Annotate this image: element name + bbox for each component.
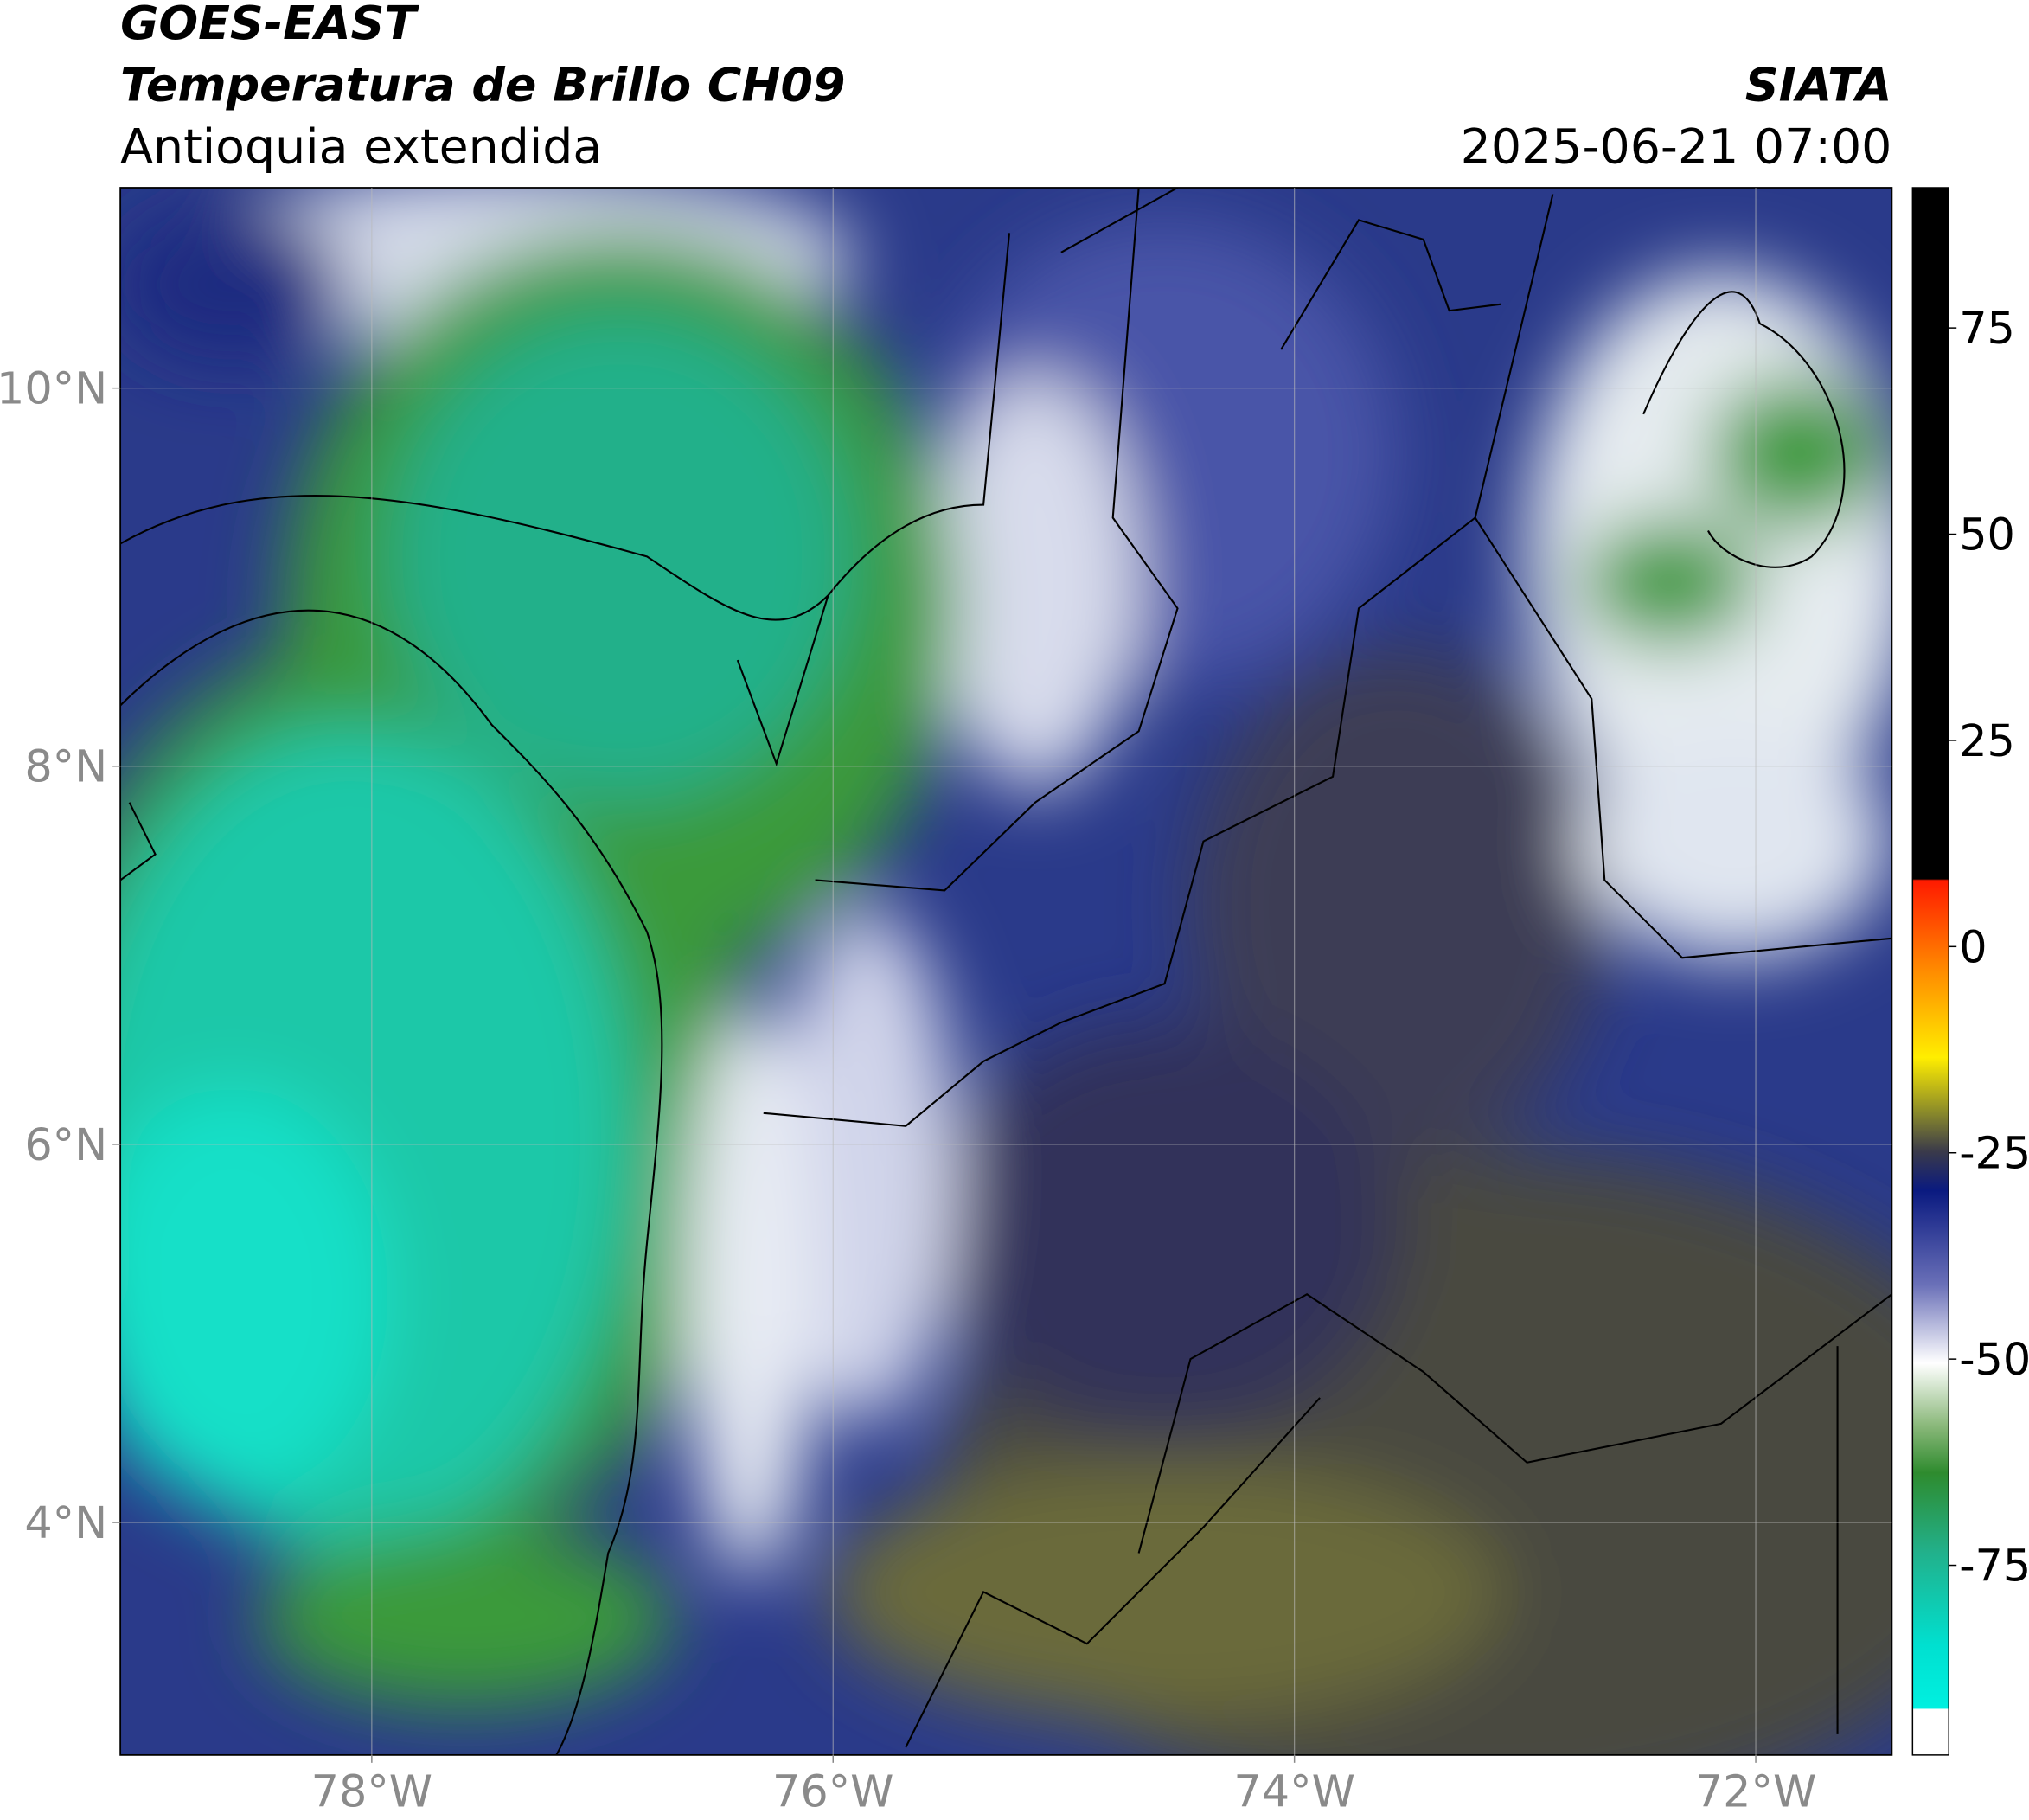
colorbar (1911, 187, 1949, 1756)
subtitle: Temperatura de Brillo CH09 (120, 58, 845, 112)
y-tick-label: 10°N (0, 363, 107, 414)
source: SIATA (1745, 58, 1892, 112)
y-tick-label: 8°N (24, 741, 107, 792)
region: Antioquia extendida (120, 120, 602, 176)
borders (120, 188, 1892, 1755)
colorbar-tick-label: 75 (1959, 303, 2015, 354)
title: GOES-EAST (120, 0, 419, 50)
map-frame (119, 187, 1893, 1756)
x-tick-label: 72°W (1695, 1766, 1816, 1817)
x-tick-label: 78°W (311, 1766, 432, 1817)
x-tick-label: 74°W (1233, 1766, 1354, 1817)
colorbar-tick-label: -25 (1959, 1128, 2029, 1179)
datetime: 2025-06-21 07:00 (1461, 120, 1892, 176)
satellite-image (120, 188, 1892, 1755)
colorbar-tick-label: 25 (1959, 715, 2015, 766)
y-tick-label: 6°N (24, 1119, 107, 1170)
y-tick-label: 4°N (24, 1497, 107, 1548)
colorbar-tick-label: -75 (1959, 1540, 2029, 1591)
x-tick-label: 76°W (772, 1766, 893, 1817)
colorbar-tick-label: -50 (1959, 1334, 2029, 1385)
colorbar-tick-label: 50 (1959, 509, 2015, 560)
colorbar-tick-label: 0 (1959, 921, 1987, 972)
